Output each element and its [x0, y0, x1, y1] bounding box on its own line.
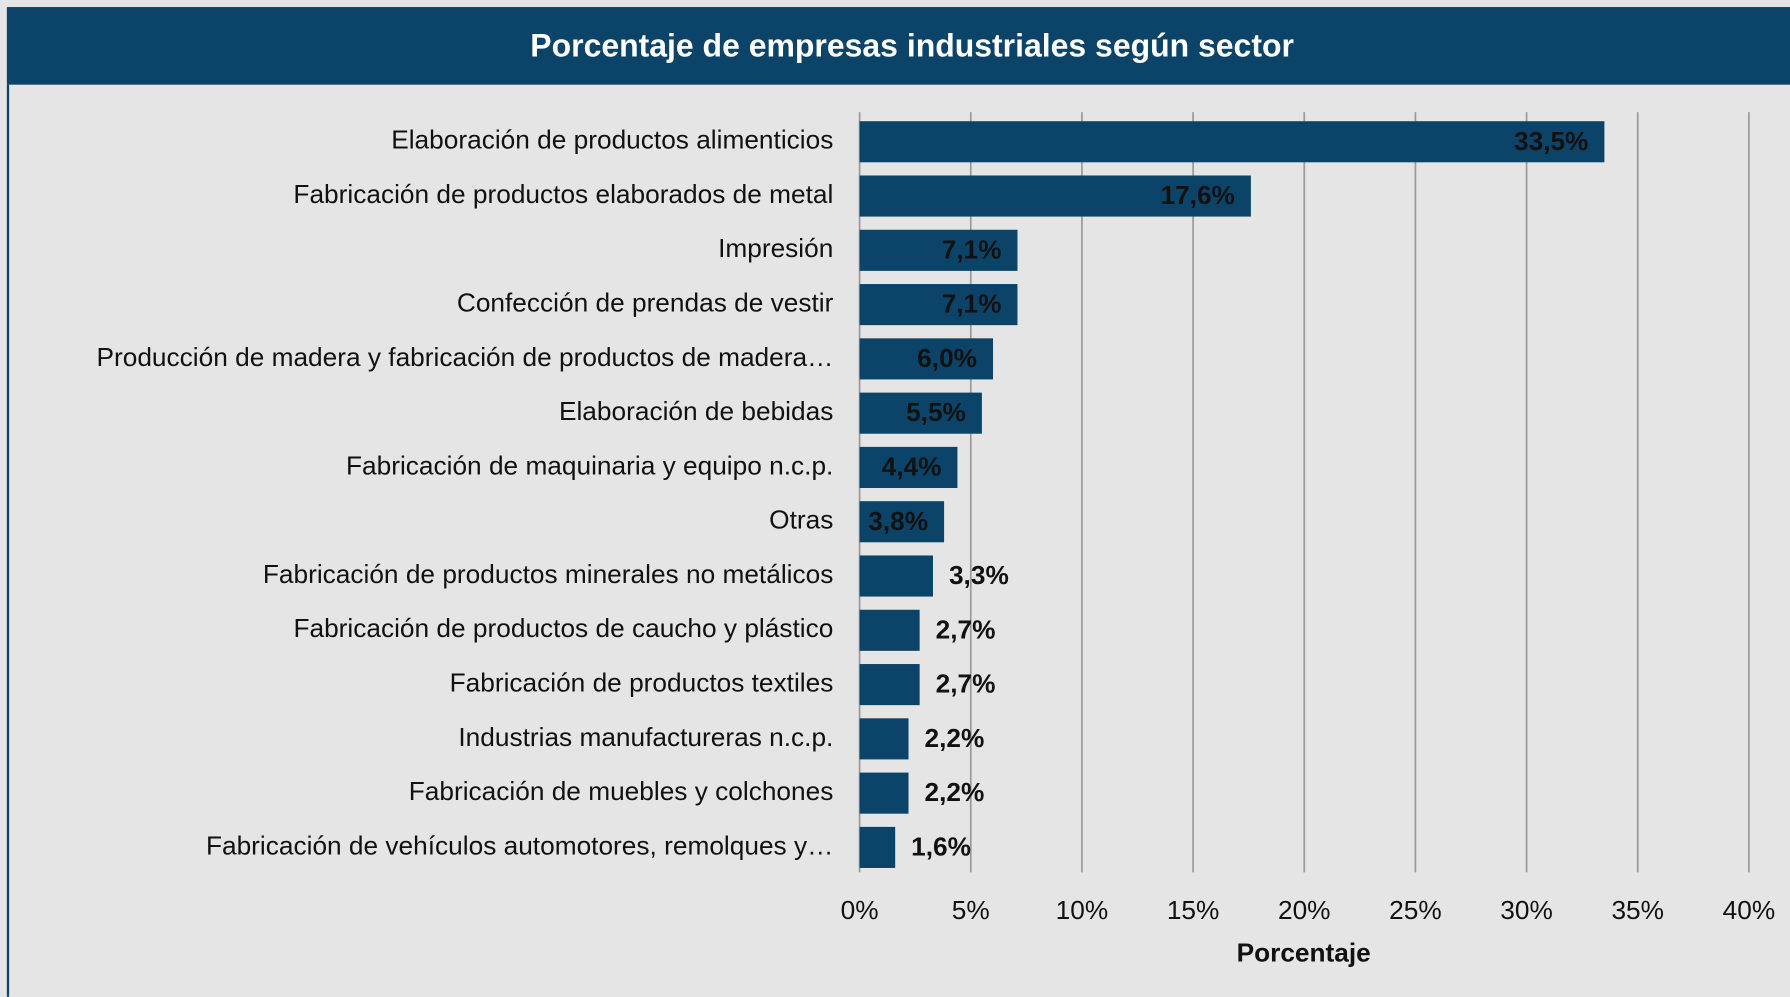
y-tick-label: Fabricación de productos elaborados de m…: [293, 179, 833, 209]
x-tick-label: 30%: [1500, 895, 1553, 925]
value-label: 5,5%: [906, 397, 966, 427]
bar: [859, 826, 896, 868]
x-tick-label: 20%: [1278, 895, 1331, 925]
bar: [859, 609, 920, 651]
bar: [859, 229, 1018, 271]
value-label: 17,6%: [1160, 180, 1234, 210]
y-tick-label: Fabricación de productos textiles: [450, 668, 834, 698]
left-border: [6, 84, 10, 997]
value-label: 2,7%: [936, 614, 996, 644]
y-tick-label: Producción de madera y fabricación de pr…: [96, 342, 833, 372]
value-label: 7,1%: [942, 289, 1002, 319]
x-tick-label: 35%: [1611, 895, 1664, 925]
x-tick-label: 15%: [1167, 895, 1220, 925]
bar: [859, 772, 909, 814]
y-tick-label: Fabricación de productos minerales no me…: [263, 559, 834, 589]
bar: [859, 121, 1605, 163]
chart-title: Porcentaje de empresas industriales segú…: [530, 28, 1294, 64]
bar: [859, 392, 982, 434]
bar: [859, 718, 909, 760]
value-label: 33,5%: [1514, 126, 1588, 156]
bar: [859, 446, 958, 488]
value-label: 4,4%: [882, 452, 942, 482]
y-tick-label: Fabricación de maquinaria y equipo n.c.p…: [346, 450, 833, 480]
x-tick-label: 10%: [1056, 895, 1109, 925]
bar: [859, 555, 933, 597]
value-label: 7,1%: [942, 234, 1002, 264]
value-label: 1,6%: [911, 832, 971, 862]
bar: [859, 501, 945, 543]
value-label: 2,2%: [925, 723, 985, 753]
y-tick-label: Impresión: [718, 233, 833, 263]
x-tick-label: 25%: [1389, 895, 1442, 925]
x-tick-label: 5%: [952, 895, 990, 925]
y-tick-label: Fabricación de productos de caucho y plá…: [293, 613, 833, 643]
x-tick-label: 40%: [1723, 895, 1776, 925]
y-tick-label: Elaboración de bebidas: [559, 396, 833, 426]
value-label: 3,8%: [868, 506, 928, 536]
bar: [859, 664, 920, 706]
y-tick-label: Industrias manufactureras n.c.p.: [458, 722, 833, 752]
bar: [859, 338, 994, 380]
x-tick-label: 0%: [841, 895, 879, 925]
x-axis-title: Porcentaje: [1237, 937, 1371, 967]
value-label: 6,0%: [917, 343, 977, 373]
title-band: [6, 7, 1790, 85]
y-tick-label: Fabricación de vehículos automotores, re…: [206, 830, 833, 860]
value-label: 3,3%: [949, 560, 1009, 590]
y-tick-label: Confección de prendas de vestir: [457, 288, 834, 318]
bar: [859, 284, 1018, 326]
bar: [859, 175, 1251, 217]
y-tick-label: Fabricación de muebles y colchones: [409, 776, 834, 806]
y-tick-label: Elaboración de productos alimenticios: [391, 125, 833, 155]
value-label: 2,7%: [936, 669, 996, 699]
value-label: 2,2%: [925, 777, 985, 807]
y-tick-label: Otras: [769, 505, 833, 535]
